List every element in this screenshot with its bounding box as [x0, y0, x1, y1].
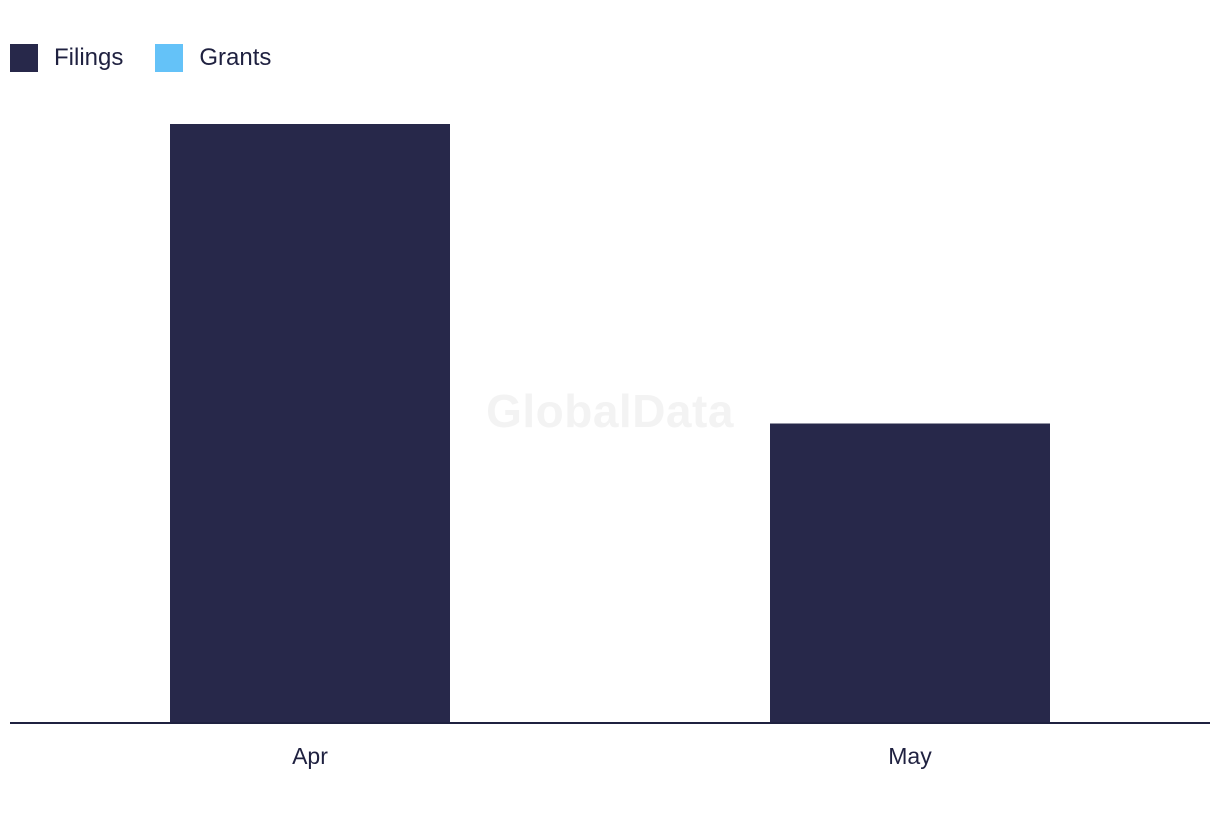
- x-axis-ticks: Apr May: [292, 743, 932, 769]
- legend-label-filings: Filings: [54, 44, 124, 71]
- legend-swatch-grants: [155, 44, 184, 72]
- legend-item-grants: Grants: [155, 44, 271, 72]
- legend-item-filings: Filings: [10, 44, 123, 72]
- legend-label-grants: Grants: [199, 44, 272, 71]
- x-tick-label-may: May: [888, 743, 932, 769]
- x-tick-label-apr: Apr: [292, 743, 328, 769]
- bar-filings-may: [770, 423, 1050, 723]
- chart-legend: Filings Grants: [10, 44, 271, 72]
- bars-layer: [170, 124, 1050, 723]
- bar-filings-apr: [170, 124, 450, 723]
- legend-swatch-filings: [10, 44, 38, 72]
